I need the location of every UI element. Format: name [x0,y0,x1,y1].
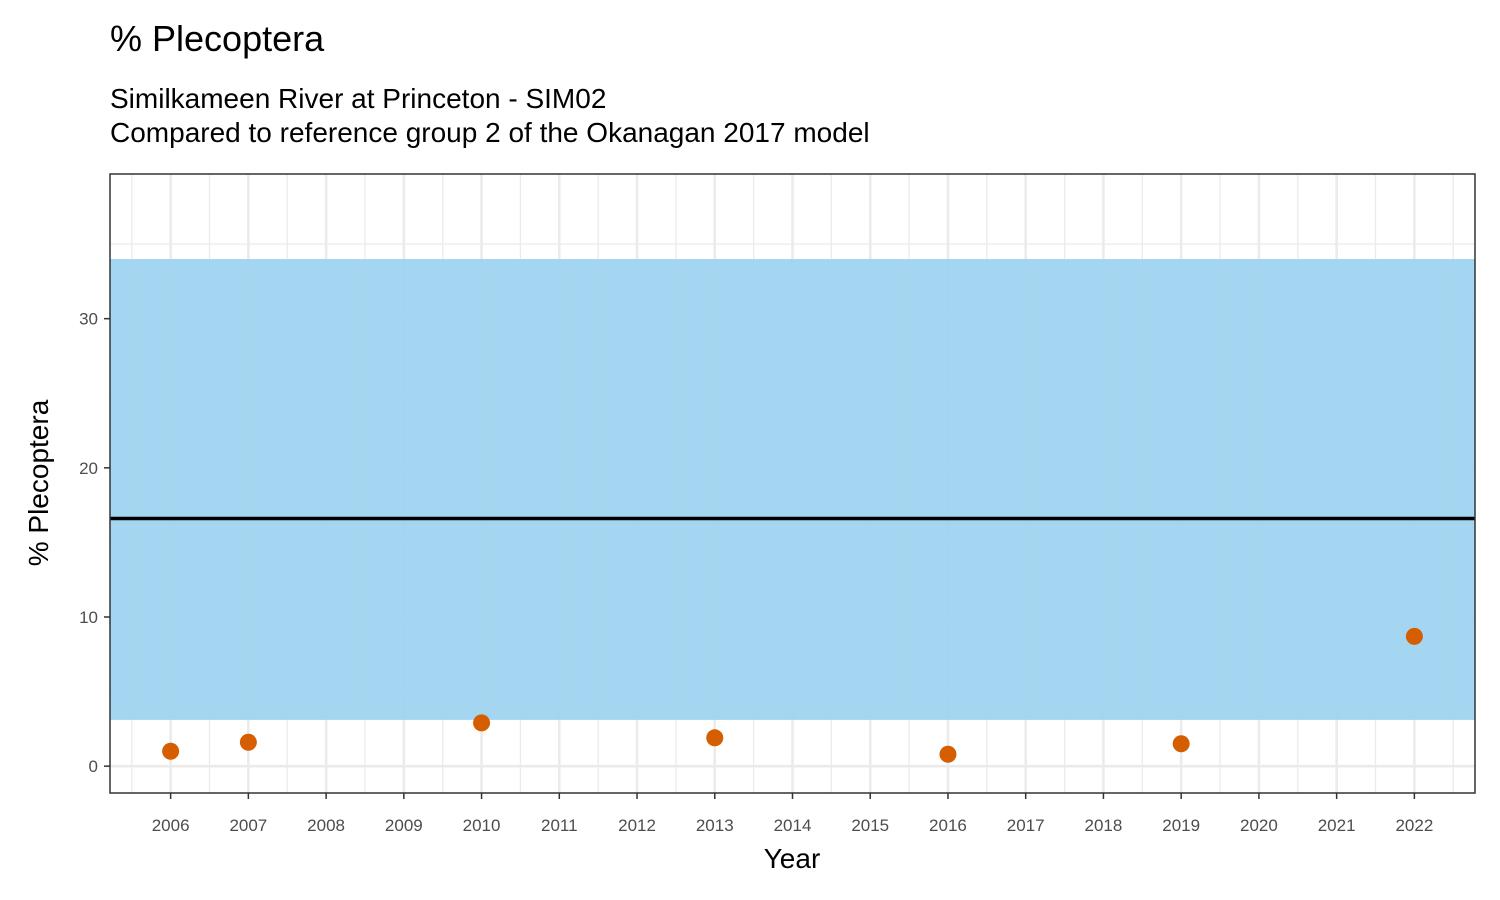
x-tick-label: 2012 [618,816,656,835]
x-tick-label: 2021 [1318,816,1356,835]
y-tick-label: 10 [79,608,98,627]
x-tick-label: 2013 [696,816,734,835]
x-axis-title: Year [764,843,821,874]
data-points [162,627,1423,763]
chart-subtitle-line-1: Similkameen River at Princeton - SIM02 [110,83,607,114]
x-tick-label: 2017 [1007,816,1045,835]
y-tick-label: 0 [89,757,98,776]
x-tick-label: 2015 [851,816,889,835]
x-tick-label: 2008 [307,816,345,835]
x-tick-label: 2020 [1240,816,1278,835]
x-tick-label: 2007 [229,816,267,835]
x-tick-label: 2006 [152,816,190,835]
x-tick-label: 2014 [774,816,812,835]
y-tick-label: 30 [79,310,98,329]
x-tick-label: 2010 [463,816,501,835]
data-point [939,745,957,763]
x-tick-label: 2009 [385,816,423,835]
y-axis: 0 10 20 30 [79,310,110,776]
data-point [706,729,724,747]
data-point [473,714,491,732]
data-point [239,733,257,751]
x-axis: 2006 2007 2008 2009 2010 2011 2012 2013 2014 2015… [152,793,1433,835]
y-axis-title: % Plecoptera [23,399,54,566]
x-tick-label: 2016 [929,816,967,835]
x-tick-label: 2018 [1085,816,1123,835]
x-tick-label: 2022 [1395,816,1433,835]
chart-title: % Plecoptera [110,18,325,59]
x-tick-label: 2019 [1162,816,1200,835]
y-tick-label: 20 [79,459,98,478]
data-point [1172,735,1190,753]
chart-subtitle-line-2: Compared to reference group 2 of the Oka… [110,117,870,148]
reference-band [110,259,1475,720]
x-tick-label: 2011 [541,816,578,835]
data-point [1405,627,1423,645]
data-point [162,742,180,760]
